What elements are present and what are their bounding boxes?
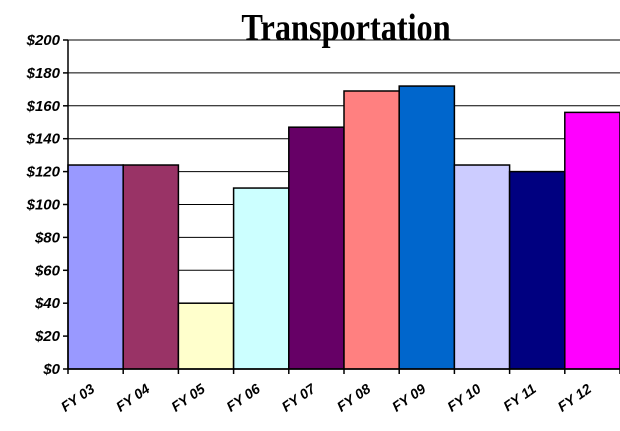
- x-tick-label: FY 08: [334, 380, 374, 415]
- x-tick-label: FY 05: [168, 380, 208, 415]
- bar-fy-11: [508, 170, 566, 370]
- y-tick-label: $120: [26, 164, 61, 181]
- bar-fy-12: [564, 111, 620, 370]
- y-axis-ticks: $0 $20 $40 $60 $80 $100 $120 $140 $160 $180 $200: [26, 32, 61, 378]
- y-tick-label: $0: [42, 361, 60, 378]
- x-tick-label: FY 12: [555, 380, 595, 415]
- bar-fy-10: [453, 164, 511, 370]
- x-tick-label: FY 10: [444, 380, 484, 415]
- y-tick-label: $140: [26, 131, 61, 148]
- bar-fy-06: [232, 187, 290, 370]
- chart-title: Transportation: [241, 7, 451, 49]
- bar-fy-04: [122, 164, 180, 370]
- bar-fy-03: [67, 164, 124, 370]
- bar-fy-09: [398, 85, 456, 370]
- x-axis-ticks: FY 03 FY 04 FY 05 FY 06 FY 07 FY 08 FY 09 FY 10…: [58, 380, 595, 415]
- bar-fy-05: [177, 302, 235, 370]
- bar-fy-08: [343, 90, 400, 370]
- x-tick-label: FY 06: [223, 380, 263, 415]
- x-tick-label: FY 09: [389, 380, 429, 415]
- axes: [63, 39, 620, 374]
- x-tick-label: FY 04: [113, 380, 153, 415]
- x-tick-label: FY 03: [58, 380, 98, 415]
- bar-fy-07: [288, 126, 345, 370]
- bars: [67, 85, 620, 370]
- y-tick-label: $100: [26, 197, 61, 214]
- x-tick-label: FY 11: [500, 380, 539, 414]
- y-tick-label: $60: [34, 262, 61, 279]
- y-tick-label: $200: [26, 32, 61, 49]
- y-tick-label: $80: [34, 229, 61, 246]
- y-tick-label: $180: [26, 65, 61, 82]
- y-tick-label: $40: [34, 295, 61, 312]
- x-tick-label: FY 07: [279, 380, 320, 415]
- y-tick-label: $160: [26, 98, 61, 115]
- y-tick-label: $20: [34, 328, 61, 345]
